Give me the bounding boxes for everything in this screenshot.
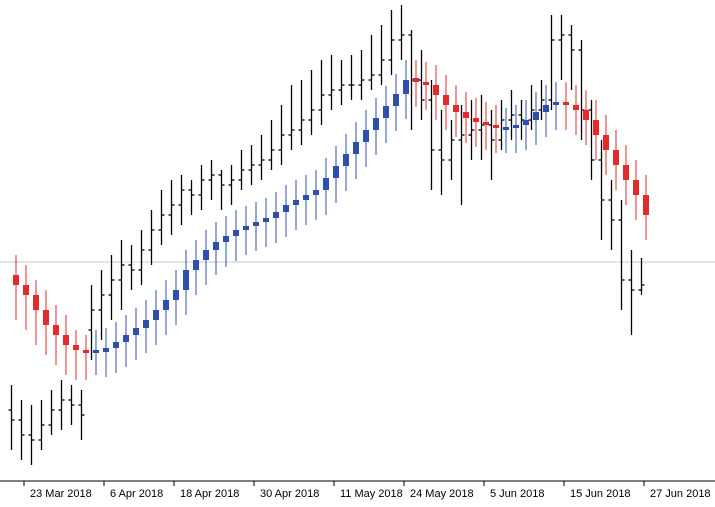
candle-body bbox=[583, 110, 589, 120]
candle-body bbox=[363, 130, 369, 142]
candle-body bbox=[143, 320, 149, 328]
x-tick-label: 15 Jun 2018 bbox=[570, 488, 631, 500]
candle-body bbox=[373, 118, 379, 130]
candle-body bbox=[13, 275, 19, 285]
candle-body bbox=[53, 325, 59, 335]
candle-body bbox=[403, 80, 409, 94]
candle-body bbox=[343, 154, 349, 166]
candle-body bbox=[513, 125, 519, 128]
candle-body bbox=[313, 190, 319, 195]
candle-body bbox=[293, 200, 299, 205]
candle-body bbox=[183, 270, 189, 290]
candle-body bbox=[123, 335, 129, 342]
candle-body bbox=[283, 205, 289, 212]
x-tick-label: 18 Apr 2018 bbox=[180, 488, 239, 500]
candle-body bbox=[63, 335, 69, 345]
candle-body bbox=[43, 310, 49, 325]
candle-body bbox=[223, 236, 229, 242]
candle-body bbox=[93, 350, 99, 353]
candle-body bbox=[203, 250, 209, 260]
candle-body bbox=[563, 102, 569, 105]
candle-body bbox=[603, 135, 609, 150]
candle-body bbox=[433, 85, 439, 95]
candle-body bbox=[543, 105, 549, 112]
candle-body bbox=[573, 105, 579, 110]
candle-body bbox=[453, 105, 459, 112]
candle-body bbox=[413, 78, 419, 82]
candle-body bbox=[333, 166, 339, 178]
x-tick-label: 5 Jun 2018 bbox=[490, 488, 544, 500]
x-tick-label: 11 May 2018 bbox=[340, 488, 403, 500]
candle-body bbox=[303, 195, 309, 200]
candle-body bbox=[113, 342, 119, 348]
candle-body bbox=[493, 125, 499, 128]
candle-body bbox=[83, 350, 89, 353]
candle-body bbox=[163, 300, 169, 310]
candle-body bbox=[473, 118, 479, 122]
candle-body bbox=[253, 222, 259, 226]
x-tick-label: 30 Apr 2018 bbox=[260, 488, 319, 500]
x-tick-label: 24 May 2018 bbox=[410, 488, 474, 500]
candle-body bbox=[553, 102, 559, 105]
candle-body bbox=[443, 95, 449, 105]
candle-body bbox=[33, 295, 39, 310]
candle-body bbox=[593, 120, 599, 135]
candle-body bbox=[273, 212, 279, 218]
x-tick-label: 23 Mar 2018 bbox=[30, 488, 92, 500]
candle-body bbox=[483, 122, 489, 125]
candle-body bbox=[623, 165, 629, 180]
candle-body bbox=[383, 106, 389, 118]
candle-body bbox=[153, 310, 159, 320]
candle-body bbox=[213, 242, 219, 250]
x-tick-label: 27 Jun 2018 bbox=[650, 488, 711, 500]
candle-body bbox=[73, 345, 79, 350]
candle-body bbox=[193, 260, 199, 270]
candle-body bbox=[323, 178, 329, 190]
candle-body bbox=[423, 82, 429, 85]
candle-body bbox=[23, 285, 29, 295]
x-tick-label: 6 Apr 2018 bbox=[110, 488, 163, 500]
candle-body bbox=[463, 112, 469, 118]
candle-body bbox=[263, 218, 269, 222]
candle-body bbox=[613, 150, 619, 165]
candle-body bbox=[103, 348, 109, 352]
candle-body bbox=[353, 142, 359, 154]
candle-body bbox=[533, 112, 539, 120]
candle-body bbox=[643, 195, 649, 215]
candle-body bbox=[503, 127, 509, 130]
candle-body bbox=[523, 120, 529, 125]
candle-body bbox=[173, 290, 179, 300]
candle-body bbox=[633, 180, 639, 195]
candle-body bbox=[233, 230, 239, 236]
candle-body bbox=[243, 226, 249, 230]
candle-body bbox=[393, 94, 399, 106]
candle-body bbox=[133, 328, 139, 335]
